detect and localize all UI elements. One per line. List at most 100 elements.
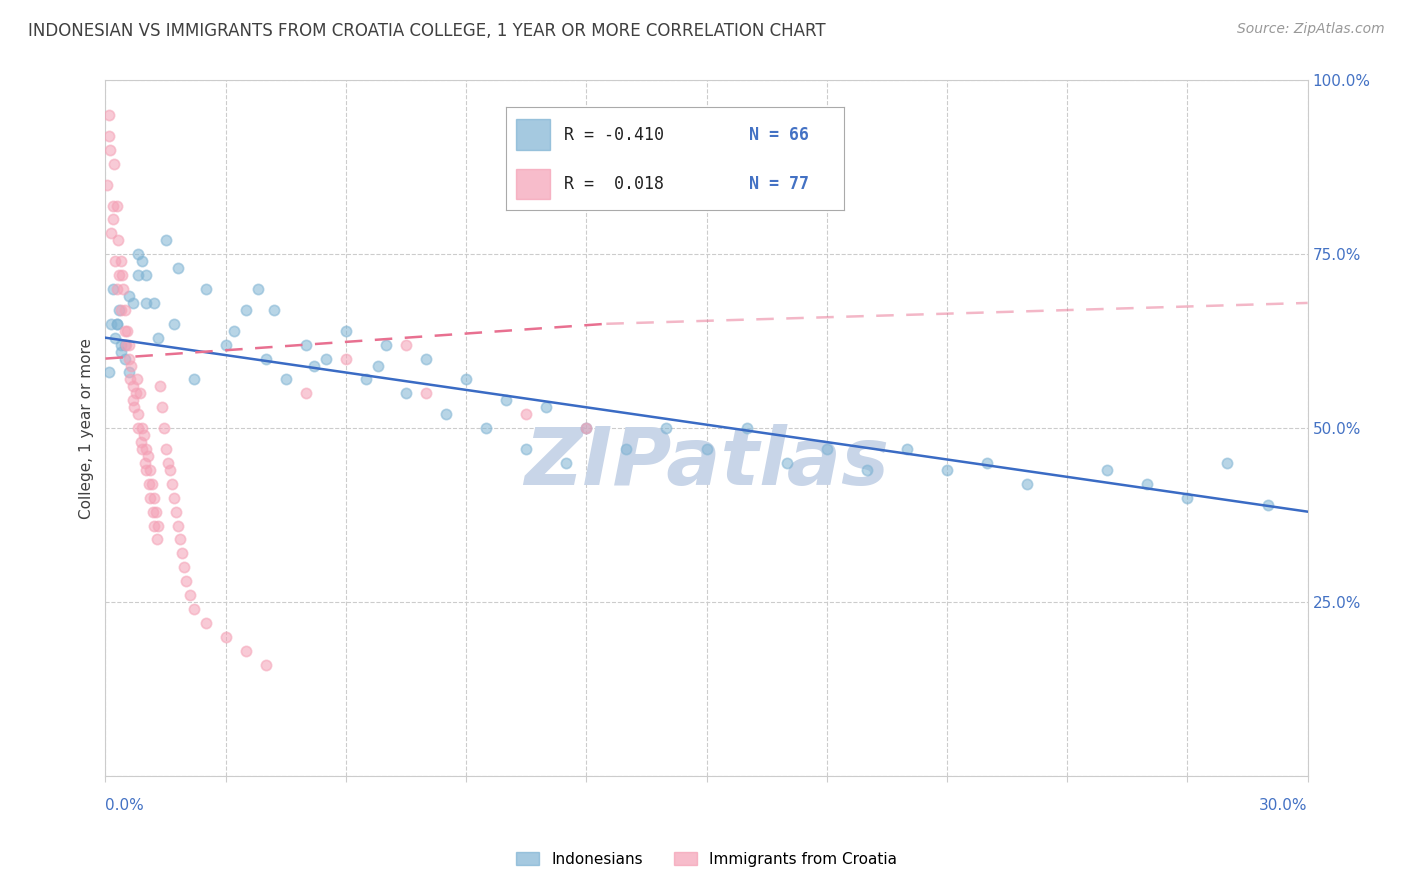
Point	[104, 331, 127, 345]
Point	[114, 337, 136, 351]
Point	[127, 247, 149, 261]
Point	[456, 372, 478, 386]
Text: R = -0.410: R = -0.410	[564, 126, 664, 144]
Point	[495, 393, 517, 408]
Point	[1216, 456, 1239, 470]
Point	[98, 128, 121, 143]
Point	[735, 421, 758, 435]
Point	[131, 254, 153, 268]
Point	[354, 372, 377, 386]
Point	[174, 574, 197, 589]
Point	[534, 401, 557, 415]
Point	[107, 233, 129, 247]
Point	[107, 317, 129, 331]
Point	[100, 227, 122, 241]
Point	[179, 588, 201, 602]
FancyBboxPatch shape	[516, 169, 550, 199]
Text: 0.0%: 0.0%	[105, 798, 145, 814]
Point	[108, 268, 131, 282]
Point	[395, 337, 418, 351]
Point	[101, 198, 124, 212]
Point	[143, 518, 166, 533]
Point	[367, 359, 389, 373]
Point	[96, 178, 118, 192]
Point	[129, 435, 152, 450]
Point	[254, 657, 277, 672]
Point	[1257, 498, 1279, 512]
Point	[575, 421, 598, 435]
Point	[222, 324, 245, 338]
Point	[142, 296, 165, 310]
Point	[1136, 476, 1159, 491]
Point	[100, 317, 122, 331]
Legend: Indonesians, Immigrants from Croatia: Indonesians, Immigrants from Croatia	[510, 846, 903, 872]
Point	[155, 233, 177, 247]
Point	[134, 456, 156, 470]
Point	[1015, 476, 1038, 491]
Point	[616, 442, 638, 456]
Text: Source: ZipAtlas.com: Source: ZipAtlas.com	[1237, 22, 1385, 37]
Point	[515, 442, 537, 456]
Point	[97, 108, 120, 122]
Point	[415, 386, 437, 401]
Point	[118, 366, 141, 380]
Point	[112, 282, 135, 296]
Point	[696, 442, 718, 456]
Point	[655, 421, 678, 435]
Point	[415, 351, 437, 366]
Point	[475, 421, 498, 435]
Point	[302, 359, 325, 373]
Point	[555, 456, 578, 470]
Point	[214, 337, 236, 351]
Point	[142, 491, 165, 505]
Point	[815, 442, 838, 456]
Point	[131, 442, 153, 456]
Point	[1175, 491, 1198, 505]
Point	[169, 533, 191, 547]
Point	[145, 533, 167, 547]
Point	[170, 546, 193, 560]
Point	[162, 317, 184, 331]
Point	[295, 337, 318, 351]
Point	[254, 351, 277, 366]
Point	[132, 428, 155, 442]
Point	[131, 421, 153, 435]
Point	[515, 407, 537, 421]
Point	[139, 491, 162, 505]
Point	[110, 344, 132, 359]
Point	[194, 282, 217, 296]
Point	[118, 289, 141, 303]
Point	[114, 324, 136, 338]
Point	[776, 456, 799, 470]
Text: N = 77: N = 77	[749, 175, 808, 193]
Point	[155, 442, 177, 456]
Point	[127, 268, 149, 282]
Point	[152, 421, 174, 435]
Point	[246, 282, 269, 296]
Point	[105, 198, 128, 212]
Point	[183, 372, 205, 386]
Point	[103, 157, 125, 171]
Point	[335, 351, 357, 366]
Point	[122, 296, 145, 310]
Point	[142, 505, 165, 519]
Point	[1097, 463, 1119, 477]
Point	[575, 421, 598, 435]
Point	[98, 143, 121, 157]
Point	[108, 302, 131, 317]
Point	[395, 386, 418, 401]
Point	[263, 302, 285, 317]
Point	[274, 372, 297, 386]
Point	[855, 463, 877, 477]
Point	[896, 442, 918, 456]
Point	[138, 463, 160, 477]
Point	[110, 254, 132, 268]
Point	[124, 386, 146, 401]
Point	[194, 615, 217, 630]
Point	[118, 351, 141, 366]
Point	[114, 302, 136, 317]
Point	[141, 476, 163, 491]
Point	[138, 476, 160, 491]
Point	[121, 359, 143, 373]
Point	[315, 351, 337, 366]
